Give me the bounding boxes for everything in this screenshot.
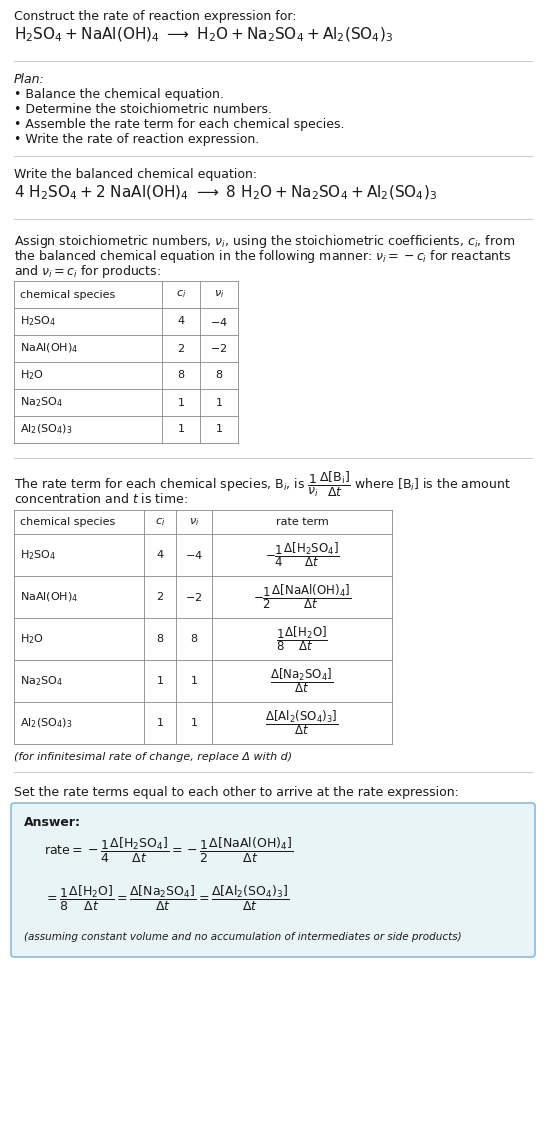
Text: concentration and $t$ is time:: concentration and $t$ is time: xyxy=(14,492,188,506)
Text: $\nu_i$: $\nu_i$ xyxy=(214,289,224,300)
Text: • Assemble the rate term for each chemical species.: • Assemble the rate term for each chemic… xyxy=(14,118,345,131)
Text: 8: 8 xyxy=(157,634,164,644)
Text: 1: 1 xyxy=(157,718,163,728)
Text: 2: 2 xyxy=(177,343,185,353)
Text: 1: 1 xyxy=(177,425,185,434)
Text: (for infinitesimal rate of change, replace Δ with d): (for infinitesimal rate of change, repla… xyxy=(14,752,292,762)
Text: $\mathrm{NaAl(OH)_4}$: $\mathrm{NaAl(OH)_4}$ xyxy=(20,342,78,356)
Text: $-4$: $-4$ xyxy=(185,549,203,561)
FancyBboxPatch shape xyxy=(11,803,535,957)
Text: $-2$: $-2$ xyxy=(210,342,228,354)
Text: 8: 8 xyxy=(191,634,198,644)
Text: $\mathrm{Na_2SO_4}$: $\mathrm{Na_2SO_4}$ xyxy=(20,674,63,688)
Text: $\dfrac{1}{8}\dfrac{\Delta[\mathrm{H_2O}]}{\Delta t}$: $\dfrac{1}{8}\dfrac{\Delta[\mathrm{H_2O}… xyxy=(276,625,328,653)
Text: $= \dfrac{1}{8}\dfrac{\Delta[\mathrm{H_2O}]}{\Delta t} = \dfrac{\Delta[\mathrm{N: $= \dfrac{1}{8}\dfrac{\Delta[\mathrm{H_2… xyxy=(44,884,289,913)
Text: $\mathrm{Al_2(SO_4)_3}$: $\mathrm{Al_2(SO_4)_3}$ xyxy=(20,716,72,729)
Text: 4: 4 xyxy=(157,550,164,560)
Text: 1: 1 xyxy=(157,676,163,686)
Text: (assuming constant volume and no accumulation of intermediates or side products): (assuming constant volume and no accumul… xyxy=(24,932,461,942)
Text: $\mathrm{Na_2SO_4}$: $\mathrm{Na_2SO_4}$ xyxy=(20,395,63,409)
Text: Set the rate terms equal to each other to arrive at the rate expression:: Set the rate terms equal to each other t… xyxy=(14,786,459,799)
Text: $\mathrm{H_2O}$: $\mathrm{H_2O}$ xyxy=(20,368,44,383)
Text: $-4$: $-4$ xyxy=(210,316,228,327)
Text: Answer:: Answer: xyxy=(24,816,81,829)
Text: Assign stoichiometric numbers, $\nu_i$, using the stoichiometric coefficients, $: Assign stoichiometric numbers, $\nu_i$, … xyxy=(14,233,515,250)
Text: 8: 8 xyxy=(216,370,223,381)
Text: $\mathrm{rate} = -\dfrac{1}{4}\dfrac{\Delta[\mathrm{H_2SO_4}]}{\Delta t} = -\dfr: $\mathrm{rate} = -\dfrac{1}{4}\dfrac{\De… xyxy=(44,836,293,864)
Text: $\mathrm{H_2SO_4}$: $\mathrm{H_2SO_4}$ xyxy=(20,548,56,562)
Text: • Write the rate of reaction expression.: • Write the rate of reaction expression. xyxy=(14,133,259,147)
Text: chemical species: chemical species xyxy=(20,290,115,300)
Text: 2: 2 xyxy=(157,592,164,602)
Text: 1: 1 xyxy=(216,398,223,408)
Text: Write the balanced chemical equation:: Write the balanced chemical equation: xyxy=(14,168,257,181)
Text: $-\dfrac{1}{2}\dfrac{\Delta[\mathrm{NaAl(OH)_4}]}{\Delta t}$: $-\dfrac{1}{2}\dfrac{\Delta[\mathrm{NaAl… xyxy=(253,583,351,611)
Text: 1: 1 xyxy=(191,676,198,686)
Text: 1: 1 xyxy=(191,718,198,728)
Text: chemical species: chemical species xyxy=(20,517,115,527)
Text: • Balance the chemical equation.: • Balance the chemical equation. xyxy=(14,87,224,101)
Text: 1: 1 xyxy=(177,398,185,408)
Text: • Determine the stoichiometric numbers.: • Determine the stoichiometric numbers. xyxy=(14,103,272,116)
Text: the balanced chemical equation in the following manner: $\nu_i = -c_i$ for react: the balanced chemical equation in the fo… xyxy=(14,248,512,265)
Text: Plan:: Plan: xyxy=(14,73,45,86)
Text: $\nu_i$: $\nu_i$ xyxy=(189,516,199,528)
Text: and $\nu_i = c_i$ for products:: and $\nu_i = c_i$ for products: xyxy=(14,264,161,279)
Text: $-\dfrac{1}{4}\dfrac{\Delta[\mathrm{H_2SO_4}]}{\Delta t}$: $-\dfrac{1}{4}\dfrac{\Delta[\mathrm{H_2S… xyxy=(264,541,340,569)
Text: $c_i$: $c_i$ xyxy=(176,289,186,300)
Text: 1: 1 xyxy=(216,425,223,434)
Text: $\mathrm{H_2O}$: $\mathrm{H_2O}$ xyxy=(20,632,44,646)
Text: $\dfrac{\Delta[\mathrm{Al_2(SO_4)_3}]}{\Delta t}$: $\dfrac{\Delta[\mathrm{Al_2(SO_4)_3}]}{\… xyxy=(265,709,339,737)
Text: $\mathrm{H_2SO_4}$: $\mathrm{H_2SO_4}$ xyxy=(20,315,56,328)
Text: $c_i$: $c_i$ xyxy=(155,516,165,528)
Text: 4: 4 xyxy=(177,317,185,326)
Text: $-2$: $-2$ xyxy=(185,591,203,603)
Text: $\mathrm{NaAl(OH)_4}$: $\mathrm{NaAl(OH)_4}$ xyxy=(20,591,78,604)
Text: $\dfrac{\Delta[\mathrm{Na_2SO_4}]}{\Delta t}$: $\dfrac{\Delta[\mathrm{Na_2SO_4}]}{\Delt… xyxy=(270,667,334,695)
Text: $\mathrm{4\ H_2SO_4 + 2\ NaAl(OH)_4}$$\ \longrightarrow\ $$\mathrm{8\ H_2O + Na_: $\mathrm{4\ H_2SO_4 + 2\ NaAl(OH)_4}$$\ … xyxy=(14,184,437,202)
Text: $\mathrm{Al_2(SO_4)_3}$: $\mathrm{Al_2(SO_4)_3}$ xyxy=(20,423,72,436)
Text: Construct the rate of reaction expression for:: Construct the rate of reaction expressio… xyxy=(14,10,296,23)
Text: The rate term for each chemical species, B$_i$, is $\dfrac{1}{\nu_i}\dfrac{\Delt: The rate term for each chemical species,… xyxy=(14,470,511,499)
Text: rate term: rate term xyxy=(276,517,328,527)
Text: $\mathrm{H_2SO_4 + NaAl(OH)_4}$$\ \longrightarrow\ $$\mathrm{H_2O + Na_2SO_4 + A: $\mathrm{H_2SO_4 + NaAl(OH)_4}$$\ \longr… xyxy=(14,26,393,44)
Text: 8: 8 xyxy=(177,370,185,381)
